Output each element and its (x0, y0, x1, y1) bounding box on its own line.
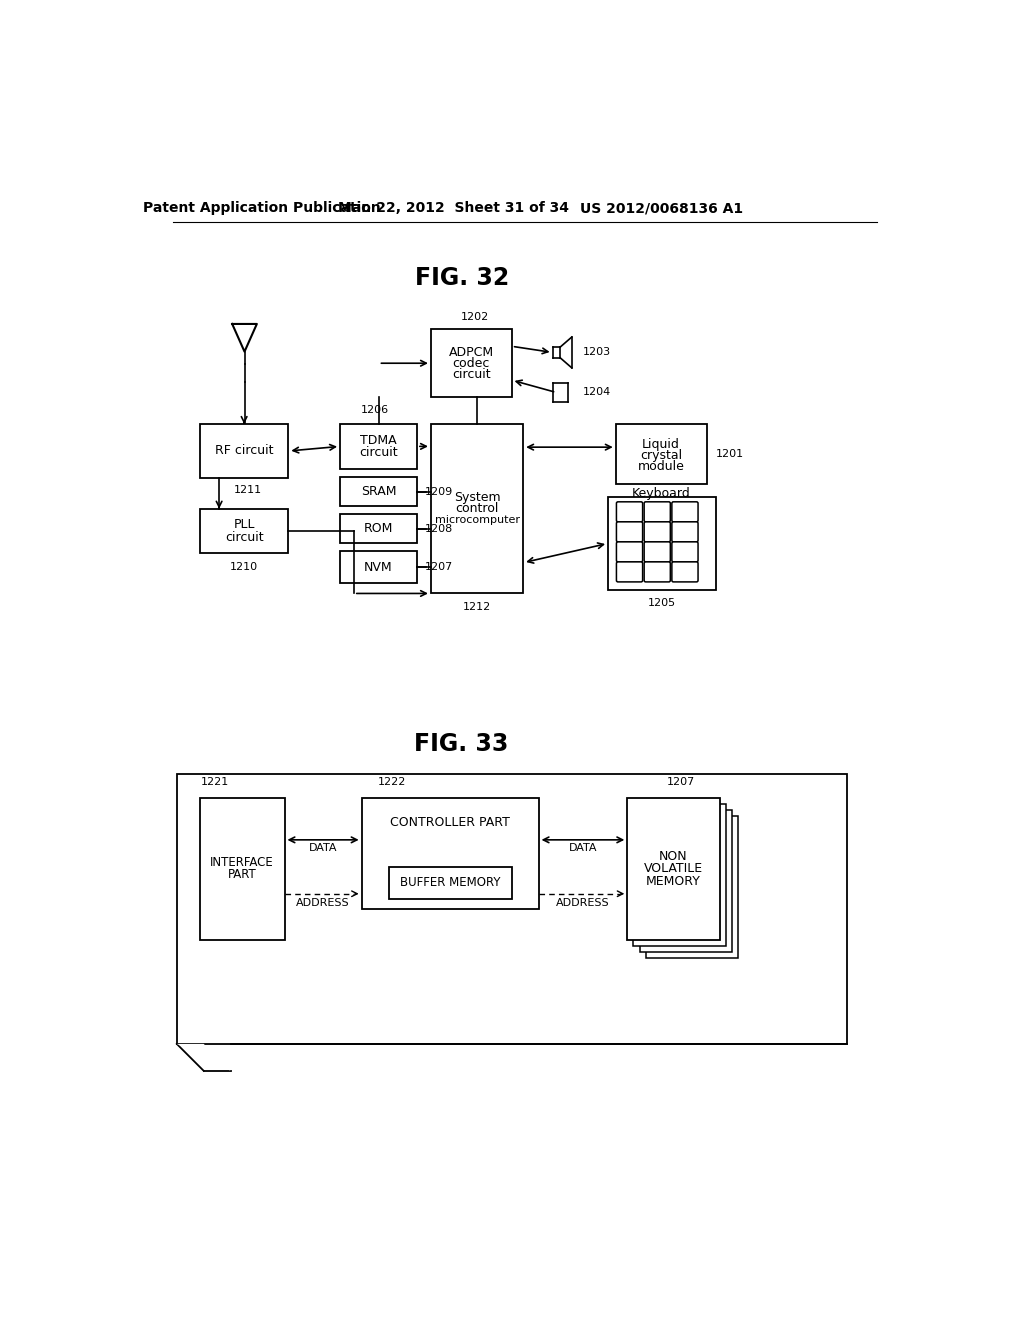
Text: Mar. 22, 2012  Sheet 31 of 34: Mar. 22, 2012 Sheet 31 of 34 (339, 202, 569, 215)
Bar (340, 552, 417, 583)
FancyBboxPatch shape (616, 521, 643, 543)
Text: 1209: 1209 (424, 487, 453, 496)
Text: 1206: 1206 (360, 405, 389, 416)
FancyBboxPatch shape (644, 543, 671, 562)
Text: ADPCM: ADPCM (449, 346, 494, 359)
Bar (640, 810, 732, 952)
Text: VOLATILE: VOLATILE (644, 862, 702, 875)
Bar (200, 508, 289, 553)
Text: 1207: 1207 (424, 562, 453, 573)
Text: INTERFACE: INTERFACE (210, 857, 274, 869)
Text: CONTROLLER PART: CONTROLLER PART (390, 816, 510, 829)
Bar (200, 797, 285, 940)
Text: NON: NON (659, 850, 688, 863)
Text: ROM: ROM (364, 523, 393, 536)
Text: MEMORY: MEMORY (646, 875, 700, 887)
FancyBboxPatch shape (644, 502, 671, 521)
Bar (628, 797, 720, 940)
Text: System: System (454, 491, 501, 504)
Polygon shape (177, 1044, 230, 1071)
FancyBboxPatch shape (672, 562, 698, 582)
Text: ADDRESS: ADDRESS (296, 898, 350, 908)
FancyBboxPatch shape (672, 543, 698, 562)
Text: circuit: circuit (452, 367, 490, 380)
Bar (200, 424, 289, 478)
Text: Patent Application Publication: Patent Application Publication (142, 202, 380, 215)
Bar (634, 804, 726, 946)
Text: DATA: DATA (568, 842, 597, 853)
Text: US 2012/0068136 A1: US 2012/0068136 A1 (581, 202, 743, 215)
Text: DATA: DATA (309, 842, 337, 853)
Text: Liquid: Liquid (642, 438, 680, 451)
Bar (361, 797, 539, 909)
Bar (431, 330, 512, 397)
Text: RF circuit: RF circuit (215, 445, 273, 458)
FancyBboxPatch shape (644, 562, 671, 582)
Text: circuit: circuit (225, 531, 263, 544)
Text: SRAM: SRAM (360, 486, 396, 499)
Text: crystal: crystal (640, 449, 682, 462)
FancyBboxPatch shape (616, 562, 643, 582)
Text: 1204: 1204 (584, 388, 611, 397)
Text: FIG. 32: FIG. 32 (415, 265, 509, 290)
Text: 1210: 1210 (230, 562, 258, 573)
Bar (340, 515, 417, 544)
Bar (340, 478, 417, 507)
Text: 1211: 1211 (233, 486, 262, 495)
Text: Keyboard: Keyboard (632, 487, 690, 500)
Bar (431, 424, 523, 594)
Text: circuit: circuit (359, 446, 397, 459)
FancyBboxPatch shape (672, 502, 698, 521)
Text: ADDRESS: ADDRESS (556, 898, 609, 908)
Bar (615, 424, 707, 484)
Text: control: control (456, 502, 499, 515)
Text: 1208: 1208 (424, 524, 453, 533)
Text: 1202: 1202 (461, 312, 489, 322)
Text: 1201: 1201 (716, 449, 743, 459)
Text: 1222: 1222 (378, 777, 407, 787)
FancyBboxPatch shape (616, 543, 643, 562)
Text: NVM: NVM (365, 561, 393, 574)
FancyBboxPatch shape (644, 521, 671, 543)
Text: TDMA: TDMA (360, 434, 397, 446)
Text: PLL: PLL (233, 519, 255, 532)
Bar (177, 775, 847, 1044)
FancyBboxPatch shape (672, 521, 698, 543)
FancyBboxPatch shape (616, 502, 643, 521)
Text: FIG. 33: FIG. 33 (415, 731, 509, 755)
Text: 1221: 1221 (201, 777, 229, 787)
Text: 1205: 1205 (648, 598, 676, 609)
Text: module: module (638, 459, 684, 473)
Text: PART: PART (227, 869, 257, 882)
Text: microcomputer: microcomputer (434, 515, 519, 524)
Bar (388, 867, 512, 899)
Text: codec: codec (453, 356, 489, 370)
Text: 1203: 1203 (584, 347, 611, 358)
Text: BUFFER MEMORY: BUFFER MEMORY (399, 876, 501, 890)
Bar (608, 498, 716, 590)
Text: 1207: 1207 (667, 777, 695, 787)
Bar (646, 816, 738, 958)
Text: 1212: 1212 (463, 602, 492, 612)
Bar (340, 424, 417, 469)
